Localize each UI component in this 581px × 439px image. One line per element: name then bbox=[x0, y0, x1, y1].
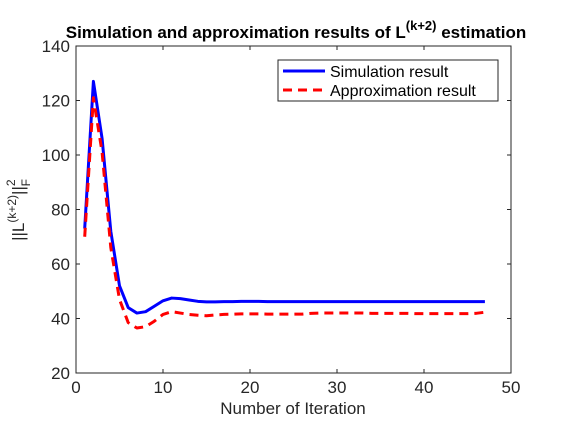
x-axis-label: Number of Iteration bbox=[220, 399, 366, 418]
y-axis-label-norm-sub: F bbox=[19, 179, 33, 186]
chart-title-suffix: estimation bbox=[437, 23, 527, 42]
x-tick-label: 50 bbox=[502, 378, 521, 397]
y-axis-label-main: ||L bbox=[9, 223, 28, 241]
y-tick-label: 140 bbox=[42, 37, 70, 56]
legend: Simulation result Approximation result bbox=[277, 59, 499, 102]
y-tick-label: 100 bbox=[42, 146, 70, 165]
ticks-layer: 0 10 20 30 40 50 20 40 60 80 100 120 140 bbox=[42, 37, 521, 397]
legend-label-approximation: Approximation result bbox=[330, 83, 476, 100]
x-tick-label: 20 bbox=[241, 378, 260, 397]
series-line-simulation bbox=[83, 79, 485, 315]
chart-title-superscript: (k+2) bbox=[406, 18, 437, 33]
series-layer bbox=[83, 79, 486, 330]
x-tick-label: 0 bbox=[71, 378, 80, 397]
y-axis-label-suffix: || bbox=[9, 186, 28, 195]
y-axis-label-superscript: (k+2) bbox=[5, 195, 19, 223]
y-tick-label: 40 bbox=[51, 310, 70, 329]
chart-title-main: Simulation and approximation results of … bbox=[66, 23, 406, 42]
legend-box bbox=[277, 59, 499, 102]
x-tick-label: 10 bbox=[154, 378, 173, 397]
chart-title: Simulation and approximation results of … bbox=[66, 18, 527, 42]
y-axis-label-norm-sup: 2 bbox=[4, 179, 18, 186]
y-tick-label: 60 bbox=[51, 255, 70, 274]
x-tick-label: 30 bbox=[328, 378, 347, 397]
y-tick-label: 120 bbox=[42, 92, 70, 111]
y-axis-label: ||L(k+2)||2F bbox=[4, 179, 33, 241]
series-line-approximation bbox=[83, 96, 486, 330]
x-tick-label: 40 bbox=[415, 378, 434, 397]
legend-label-simulation: Simulation result bbox=[330, 64, 449, 81]
y-tick-label: 80 bbox=[51, 201, 70, 220]
y-tick-label: 20 bbox=[51, 364, 70, 383]
